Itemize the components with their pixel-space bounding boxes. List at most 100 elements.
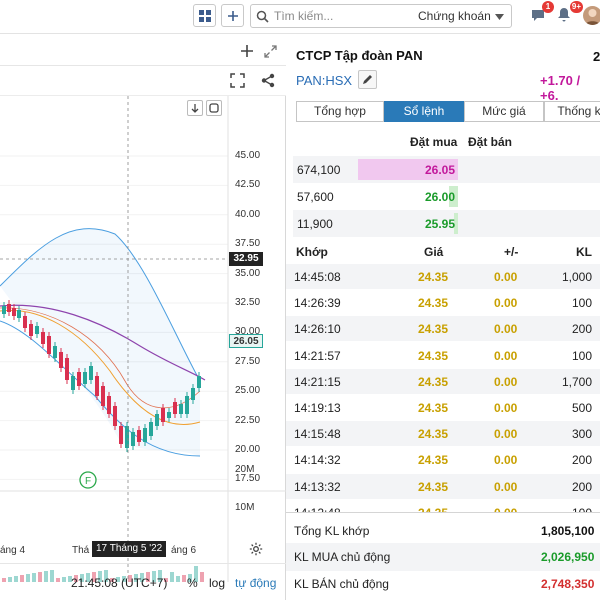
summary-buy-label: KL MUA chủ động — [294, 550, 391, 564]
log-scale-toggle[interactable]: log — [209, 576, 226, 590]
trade-time: 14:15:48 — [294, 427, 341, 442]
stock-ticker[interactable]: PAN:HSX — [296, 73, 353, 88]
share-icon[interactable] — [261, 73, 275, 88]
top-bar: Tìm kiếm... Chứng khoán 1 9+ — [0, 0, 600, 34]
moving-average-short — [0, 309, 201, 425]
summary-total-label: Tổng KL khớp — [294, 524, 370, 538]
volume-tick: 10M — [235, 502, 255, 513]
trade-row[interactable]: 14:14:32 24.35 0.00 200 — [286, 447, 600, 474]
orderbook-depth-bar — [358, 159, 458, 180]
trade-time: 14:45:08 — [294, 270, 341, 284]
edit-ticker-button[interactable] — [358, 70, 377, 89]
candle — [113, 406, 117, 426]
event-marker: F — [85, 476, 91, 487]
candle — [65, 358, 69, 380]
search-input[interactable]: Tìm kiếm... — [274, 9, 334, 23]
search-scope-select[interactable]: Chứng khoán — [418, 9, 491, 23]
volume-bar — [182, 575, 186, 582]
trade-row[interactable]: 14:26:39 24.35 0.00 100 — [286, 290, 600, 317]
fullscreen-icon[interactable] — [230, 73, 245, 88]
trade-price: 24.35 — [418, 374, 449, 389]
trade-row[interactable]: 14:19:13 24.35 0.00 500 — [286, 395, 600, 421]
candle — [173, 402, 177, 414]
volume-bar — [20, 575, 24, 582]
grid-layout-button[interactable] — [193, 4, 216, 27]
stock-price: 2 — [593, 49, 600, 64]
candle — [29, 324, 33, 336]
candle — [83, 372, 87, 384]
trade-change: 0.00 — [494, 322, 518, 337]
avatar[interactable] — [583, 6, 600, 25]
search-icon — [256, 10, 269, 23]
auto-scale-toggle[interactable]: tự động — [235, 576, 277, 590]
scroll-down-button[interactable] — [187, 100, 203, 116]
trade-time: 14:12:48 — [294, 505, 341, 513]
plus-icon — [227, 10, 238, 21]
bollinger-fill — [0, 228, 200, 456]
volume-bar — [26, 574, 30, 582]
add-button[interactable] — [221, 4, 244, 27]
candle — [89, 366, 93, 380]
volume-bar — [98, 571, 102, 582]
volume-bar — [164, 578, 168, 582]
trade-change: 0.00 — [494, 427, 518, 442]
candle — [179, 404, 183, 414]
event-marker-circle[interactable] — [79, 471, 97, 489]
trade-row[interactable]: 14:21:15 24.35 0.00 1,700 — [286, 368, 600, 395]
trade-row[interactable]: 14:12:48 24.35 0.00 100 — [286, 500, 600, 513]
trade-time: 14:14:32 — [294, 453, 341, 468]
settings-gear-icon[interactable] — [249, 542, 263, 556]
trade-change: 0.00 — [494, 374, 518, 389]
volume-bar — [68, 576, 72, 582]
reset-chart-button[interactable] — [206, 100, 222, 116]
tab-so-lenh[interactable]: Sổ lệnh — [384, 101, 464, 122]
x-axis-label: áng 4 — [0, 545, 26, 556]
chart-header — [0, 38, 286, 66]
candle — [7, 304, 11, 312]
trade-row[interactable]: 14:15:48 24.35 0.00 300 — [286, 421, 600, 448]
trade-row[interactable]: 14:21:57 24.35 0.00 100 — [286, 343, 600, 369]
candlestick-chart[interactable]: F — [0, 96, 286, 582]
bollinger-upper — [0, 228, 201, 382]
trade-volume: 100 — [571, 348, 592, 363]
notifications-button[interactable]: 9+ — [556, 1, 583, 25]
trade-row[interactable]: 14:26:10 24.35 0.00 200 — [286, 316, 600, 343]
tab-tong-hop[interactable]: Tổng hợp — [296, 101, 384, 122]
bell-icon — [558, 8, 570, 22]
candle — [35, 326, 39, 334]
plus-icon[interactable] — [241, 45, 253, 57]
moving-average-long — [0, 304, 206, 381]
orderbook-row[interactable]: 57,600 26.00 — [293, 183, 600, 210]
trade-volume: 200 — [571, 479, 592, 494]
volume-bar — [32, 573, 36, 582]
trade-time: 14:21:15 — [294, 374, 341, 389]
volume-bar — [116, 577, 120, 582]
messages-button[interactable]: 1 — [530, 1, 554, 25]
percent-scale-toggle[interactable]: % — [187, 576, 198, 590]
trade-row[interactable]: 14:13:32 24.35 0.00 200 — [286, 473, 600, 500]
volume-bar — [188, 574, 192, 582]
trade-row[interactable]: 14:45:08 24.35 0.00 1,000 — [286, 264, 600, 290]
summary-sell-label: KL BÁN chủ động — [294, 577, 389, 591]
candle — [191, 388, 195, 400]
price-axis-tick: 40.00 — [235, 208, 261, 220]
volume-bar — [110, 578, 114, 582]
price-axis-tick: 20.00 — [235, 444, 261, 455]
orderbook-row[interactable]: 11,900 25.95 — [293, 210, 600, 237]
volume-bar — [8, 577, 12, 582]
volume-bar — [50, 570, 54, 582]
candle — [119, 426, 123, 444]
candle — [2, 306, 6, 314]
search-box[interactable]: Tìm kiếm... Chứng khoán — [250, 4, 512, 28]
orderbook-row[interactable]: 674,100 26.05 — [293, 156, 600, 183]
summary-buy-row: KL MUA chủ động 2,026,950 — [286, 543, 600, 571]
reset-icon — [209, 103, 219, 113]
summary-total-row: Tổng KL khớp 1,805,100 — [286, 516, 600, 544]
notification-badge: 9+ — [569, 1, 583, 13]
tab-thong-ke[interactable]: Thống k — [544, 101, 600, 122]
tab-muc-gia[interactable]: Mức giá — [464, 101, 544, 122]
expand-icon[interactable] — [264, 45, 277, 58]
chart-footer: 21:45:08 (UTC+7) % log tự động — [0, 563, 286, 600]
price-axis-tick: 32.50 — [235, 297, 261, 308]
volume-tick: 20M — [235, 464, 255, 475]
